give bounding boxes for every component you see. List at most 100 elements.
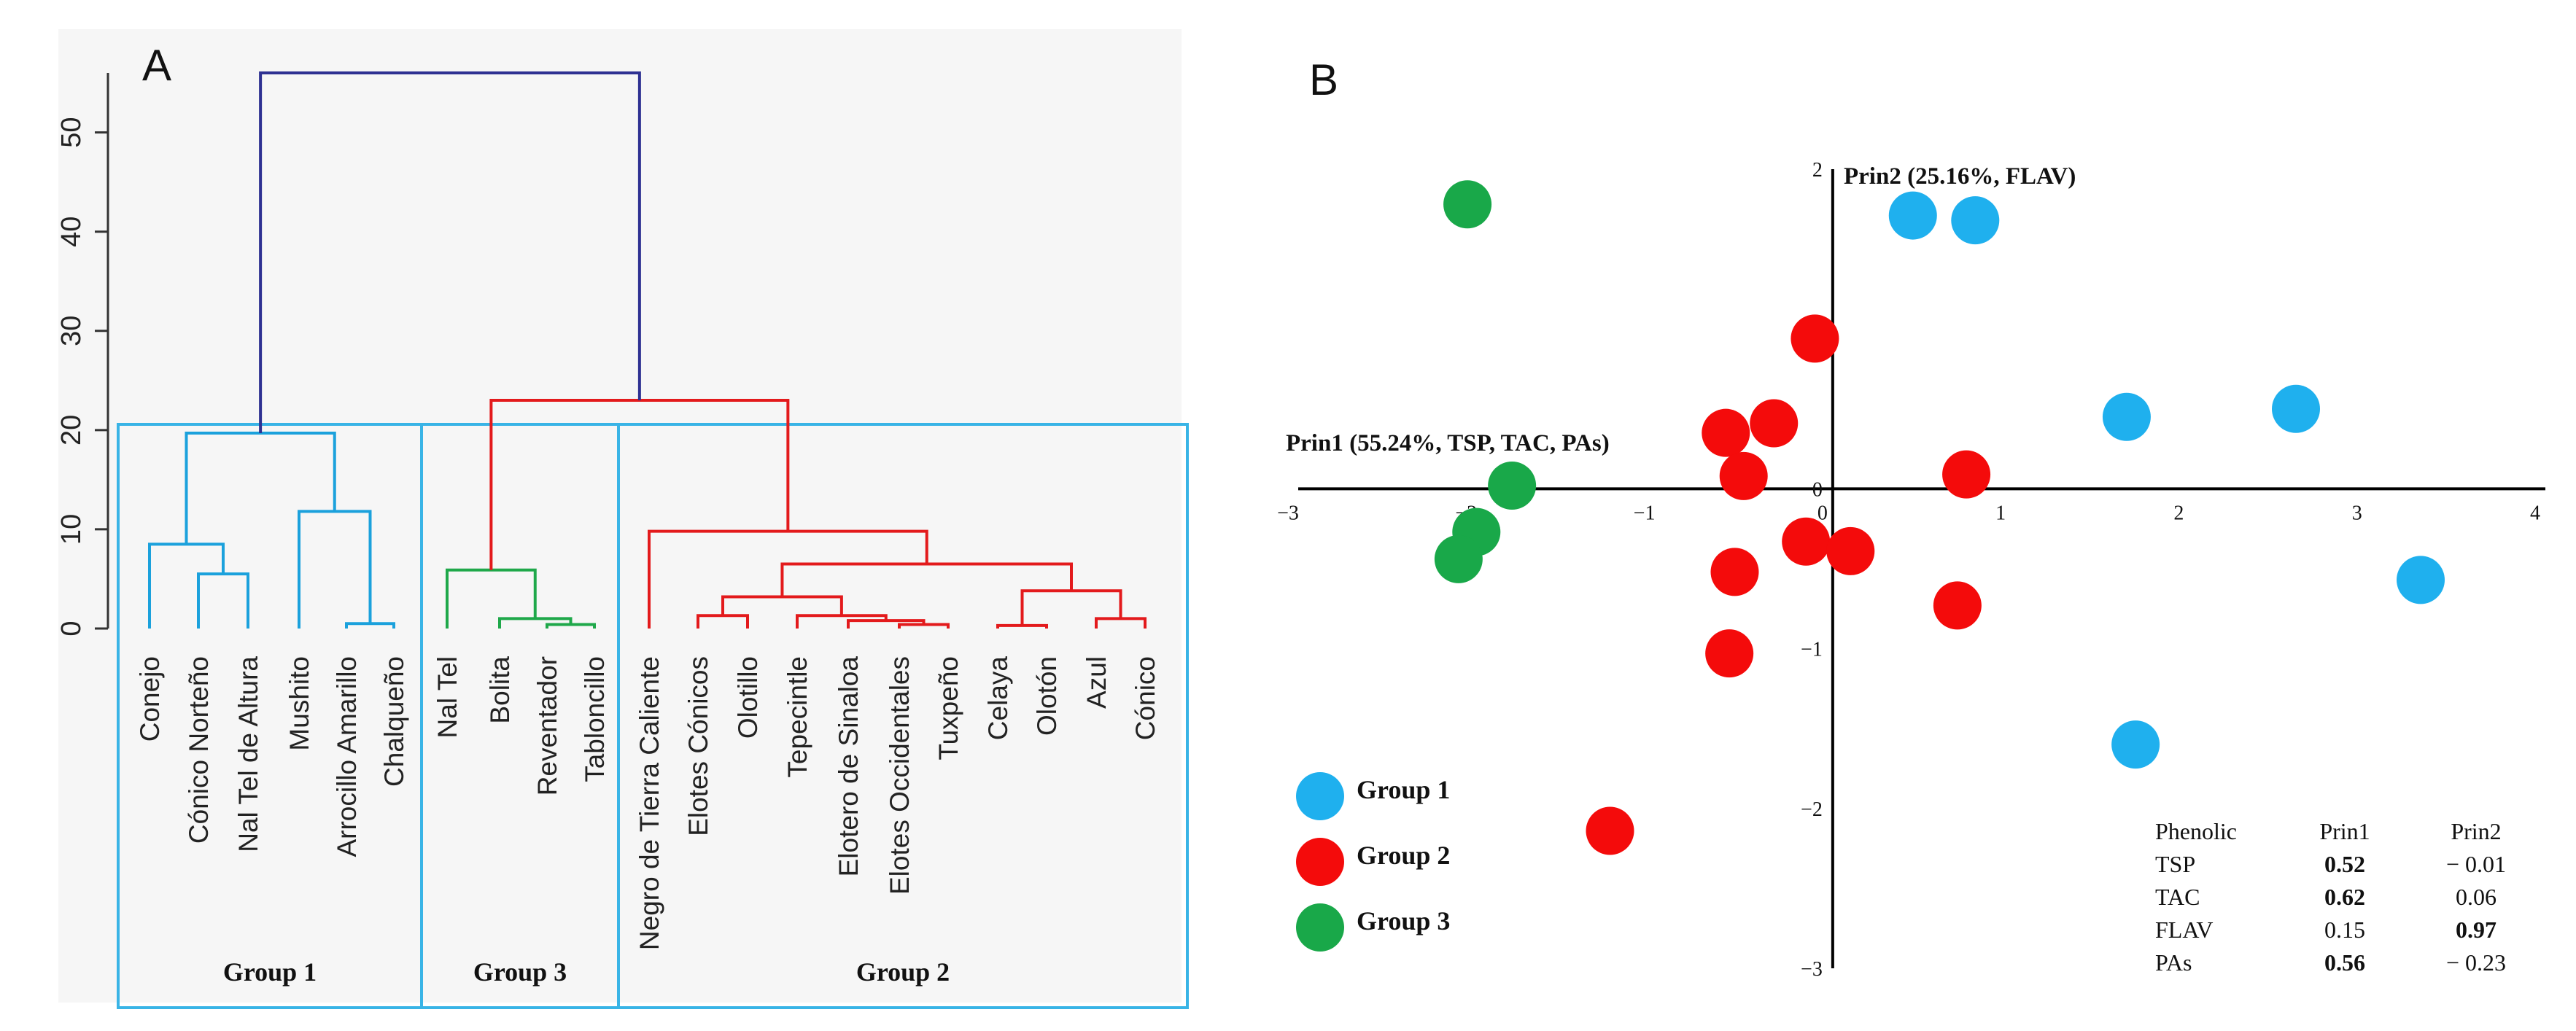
dendrogram-branch	[780, 562, 1073, 597]
pca-point-group-3	[1434, 534, 1483, 583]
loadings-prin1: 0.56	[2324, 949, 2365, 976]
legend-marker-group-1	[1296, 772, 1344, 820]
loadings-table-row: TAC 0.62 0.06	[2155, 881, 2542, 914]
loadings-prin2: − 0.23	[2445, 949, 2507, 976]
pca-y-tick-label: 2	[1812, 159, 1823, 182]
pca-x-axis-title: Prin1 (55.24%, TSP, TAC, PAs)	[1286, 430, 1610, 456]
pca-axes: −3−2−101234210−1−2−3	[1277, 159, 2545, 981]
leaf-label: Tuxpeño	[934, 656, 963, 760]
legend-marker-group-2	[1296, 838, 1344, 886]
pca-point-group-1	[2102, 392, 2151, 441]
y-tick-label: 0	[56, 620, 87, 636]
dendrogram-leaf-labels: Conejo Cónico Norteño Nal Tel de Altura Mus…	[135, 656, 1160, 951]
pca-legend	[1296, 772, 1344, 952]
leaf-label: Tabloncillo	[580, 656, 610, 782]
dendrogram-branch	[498, 617, 573, 629]
pca-x-tick-label: 0	[1817, 502, 1828, 524]
leaf-label: Arrocillo Amarillo	[332, 656, 362, 857]
leaf-label: Nal Tel	[432, 656, 462, 738]
pca-point-group-1	[1888, 191, 1937, 240]
leaf-label: Azul	[1082, 656, 1112, 709]
loadings-prin1: 0.52	[2324, 851, 2365, 877]
leaf-label: Mushito	[284, 656, 314, 751]
panel-b-label: B	[1309, 55, 1338, 104]
dendrogram-branch	[1095, 617, 1147, 629]
leaf-label: Negro de Tierra Caliente	[635, 656, 664, 950]
leaf-label: Olotillo	[733, 656, 763, 739]
leaf-label: Conejo	[135, 656, 165, 742]
loadings-phenolic: FLAV	[2155, 917, 2214, 943]
loadings-prin2: 0.97	[2456, 917, 2497, 943]
pca-x-tick-label: 3	[2352, 502, 2362, 524]
y-tick-label: 50	[56, 117, 87, 148]
pca-point-group-1	[1951, 196, 2000, 245]
loadings-table: Phenolic Prin1 Prin2 TSP 0.52 − 0.01 TAC…	[2155, 815, 2542, 979]
pca-point-group-2	[1702, 408, 1750, 457]
pca-points	[1434, 180, 2445, 855]
pca-point-group-2	[1791, 314, 1839, 363]
pca-point-group-2	[1750, 399, 1799, 448]
loadings-phenolic: PAs	[2155, 949, 2192, 976]
group-box-label: Group 3	[473, 957, 567, 987]
pca-y-axis-title: Prin2 (25.16%, FLAV)	[1844, 163, 2076, 190]
dendrogram-branch	[298, 510, 372, 629]
legend-label-group-2: Group 2	[1357, 841, 1451, 870]
dendrogram-branch	[446, 568, 537, 629]
loadings-prin1: 0.15	[2324, 917, 2365, 943]
pca-x-tick-label: 2	[2173, 502, 2184, 524]
pca-point-group-2	[1586, 806, 1634, 855]
y-tick-label: 40	[56, 217, 87, 247]
legend-label-group-3: Group 3	[1357, 906, 1451, 935]
dendrogram-branch	[489, 399, 790, 570]
legend-marker-group-3	[1296, 903, 1344, 952]
leaf-label: Olotón	[1032, 656, 1062, 736]
panel-a-label: A	[142, 41, 171, 90]
loadings-prin2: − 0.01	[2445, 851, 2507, 877]
leaf-label: Cónico	[1130, 656, 1160, 740]
dendrogram-y-axis: 0 10 20 30 40 50	[56, 73, 109, 637]
pca-point-group-2	[1719, 451, 1768, 500]
loadings-phenolic: TSP	[2155, 851, 2196, 877]
group-box-label: Group 1	[223, 957, 317, 987]
leaf-label: Celaya	[983, 656, 1013, 741]
pca-x-tick-label: 1	[1995, 502, 2006, 524]
loadings-col-header: Phenolic	[2155, 818, 2237, 844]
leaf-label: Cónico Norteño	[184, 656, 214, 844]
pca-point-group-2	[1942, 450, 1991, 499]
loadings-table-row: TSP 0.52 − 0.01	[2155, 848, 2542, 881]
loadings-table-row: FLAV 0.15 0.97	[2155, 914, 2542, 946]
loadings-table-row: PAs 0.56 − 0.23	[2155, 946, 2542, 979]
dendrogram-branch	[1020, 589, 1122, 626]
leaf-label: Tepecintle	[783, 656, 812, 778]
dendrogram-branch	[996, 623, 1048, 629]
pca-point-group-2	[1710, 548, 1759, 596]
pca-y-tick-label: −1	[1801, 639, 1823, 661]
pca-point-group-3	[1488, 462, 1537, 510]
dendrogram-branches	[148, 71, 1147, 629]
pca-point-group-1	[2272, 384, 2320, 433]
pca-y-tick-label: −3	[1801, 958, 1823, 981]
y-tick-label: 10	[56, 514, 87, 545]
dendrogram-branch	[259, 71, 641, 433]
pca-x-tick-label: −1	[1634, 502, 1656, 524]
loadings-col-header: Prin1	[2319, 818, 2370, 844]
pca-y-tick-label: 0	[1812, 478, 1823, 501]
pca-y-tick-label: −2	[1801, 798, 1823, 821]
pca-x-tick-label: 4	[2530, 502, 2540, 524]
pca-point-group-1	[2111, 720, 2160, 769]
leaf-label: Reventador	[532, 656, 562, 795]
leaf-label: Elotero de Sinaloa	[834, 656, 864, 877]
dendrogram-branch	[197, 572, 249, 629]
y-tick-label: 30	[56, 316, 87, 346]
loadings-prin1: 0.62	[2324, 884, 2365, 910]
pca-point-group-2	[1826, 526, 1875, 575]
loadings-prin2: 0.06	[2456, 884, 2497, 910]
pca-point-group-2	[1705, 629, 1754, 678]
leaf-label: Elotes Occidentales	[885, 656, 915, 895]
legend-label-group-1: Group 1	[1357, 775, 1451, 804]
y-tick-label: 20	[56, 415, 87, 446]
leaf-label: Bolita	[485, 656, 515, 724]
pca-point-group-1	[2397, 556, 2445, 604]
loadings-table-header: Phenolic Prin1 Prin2	[2155, 815, 2542, 848]
